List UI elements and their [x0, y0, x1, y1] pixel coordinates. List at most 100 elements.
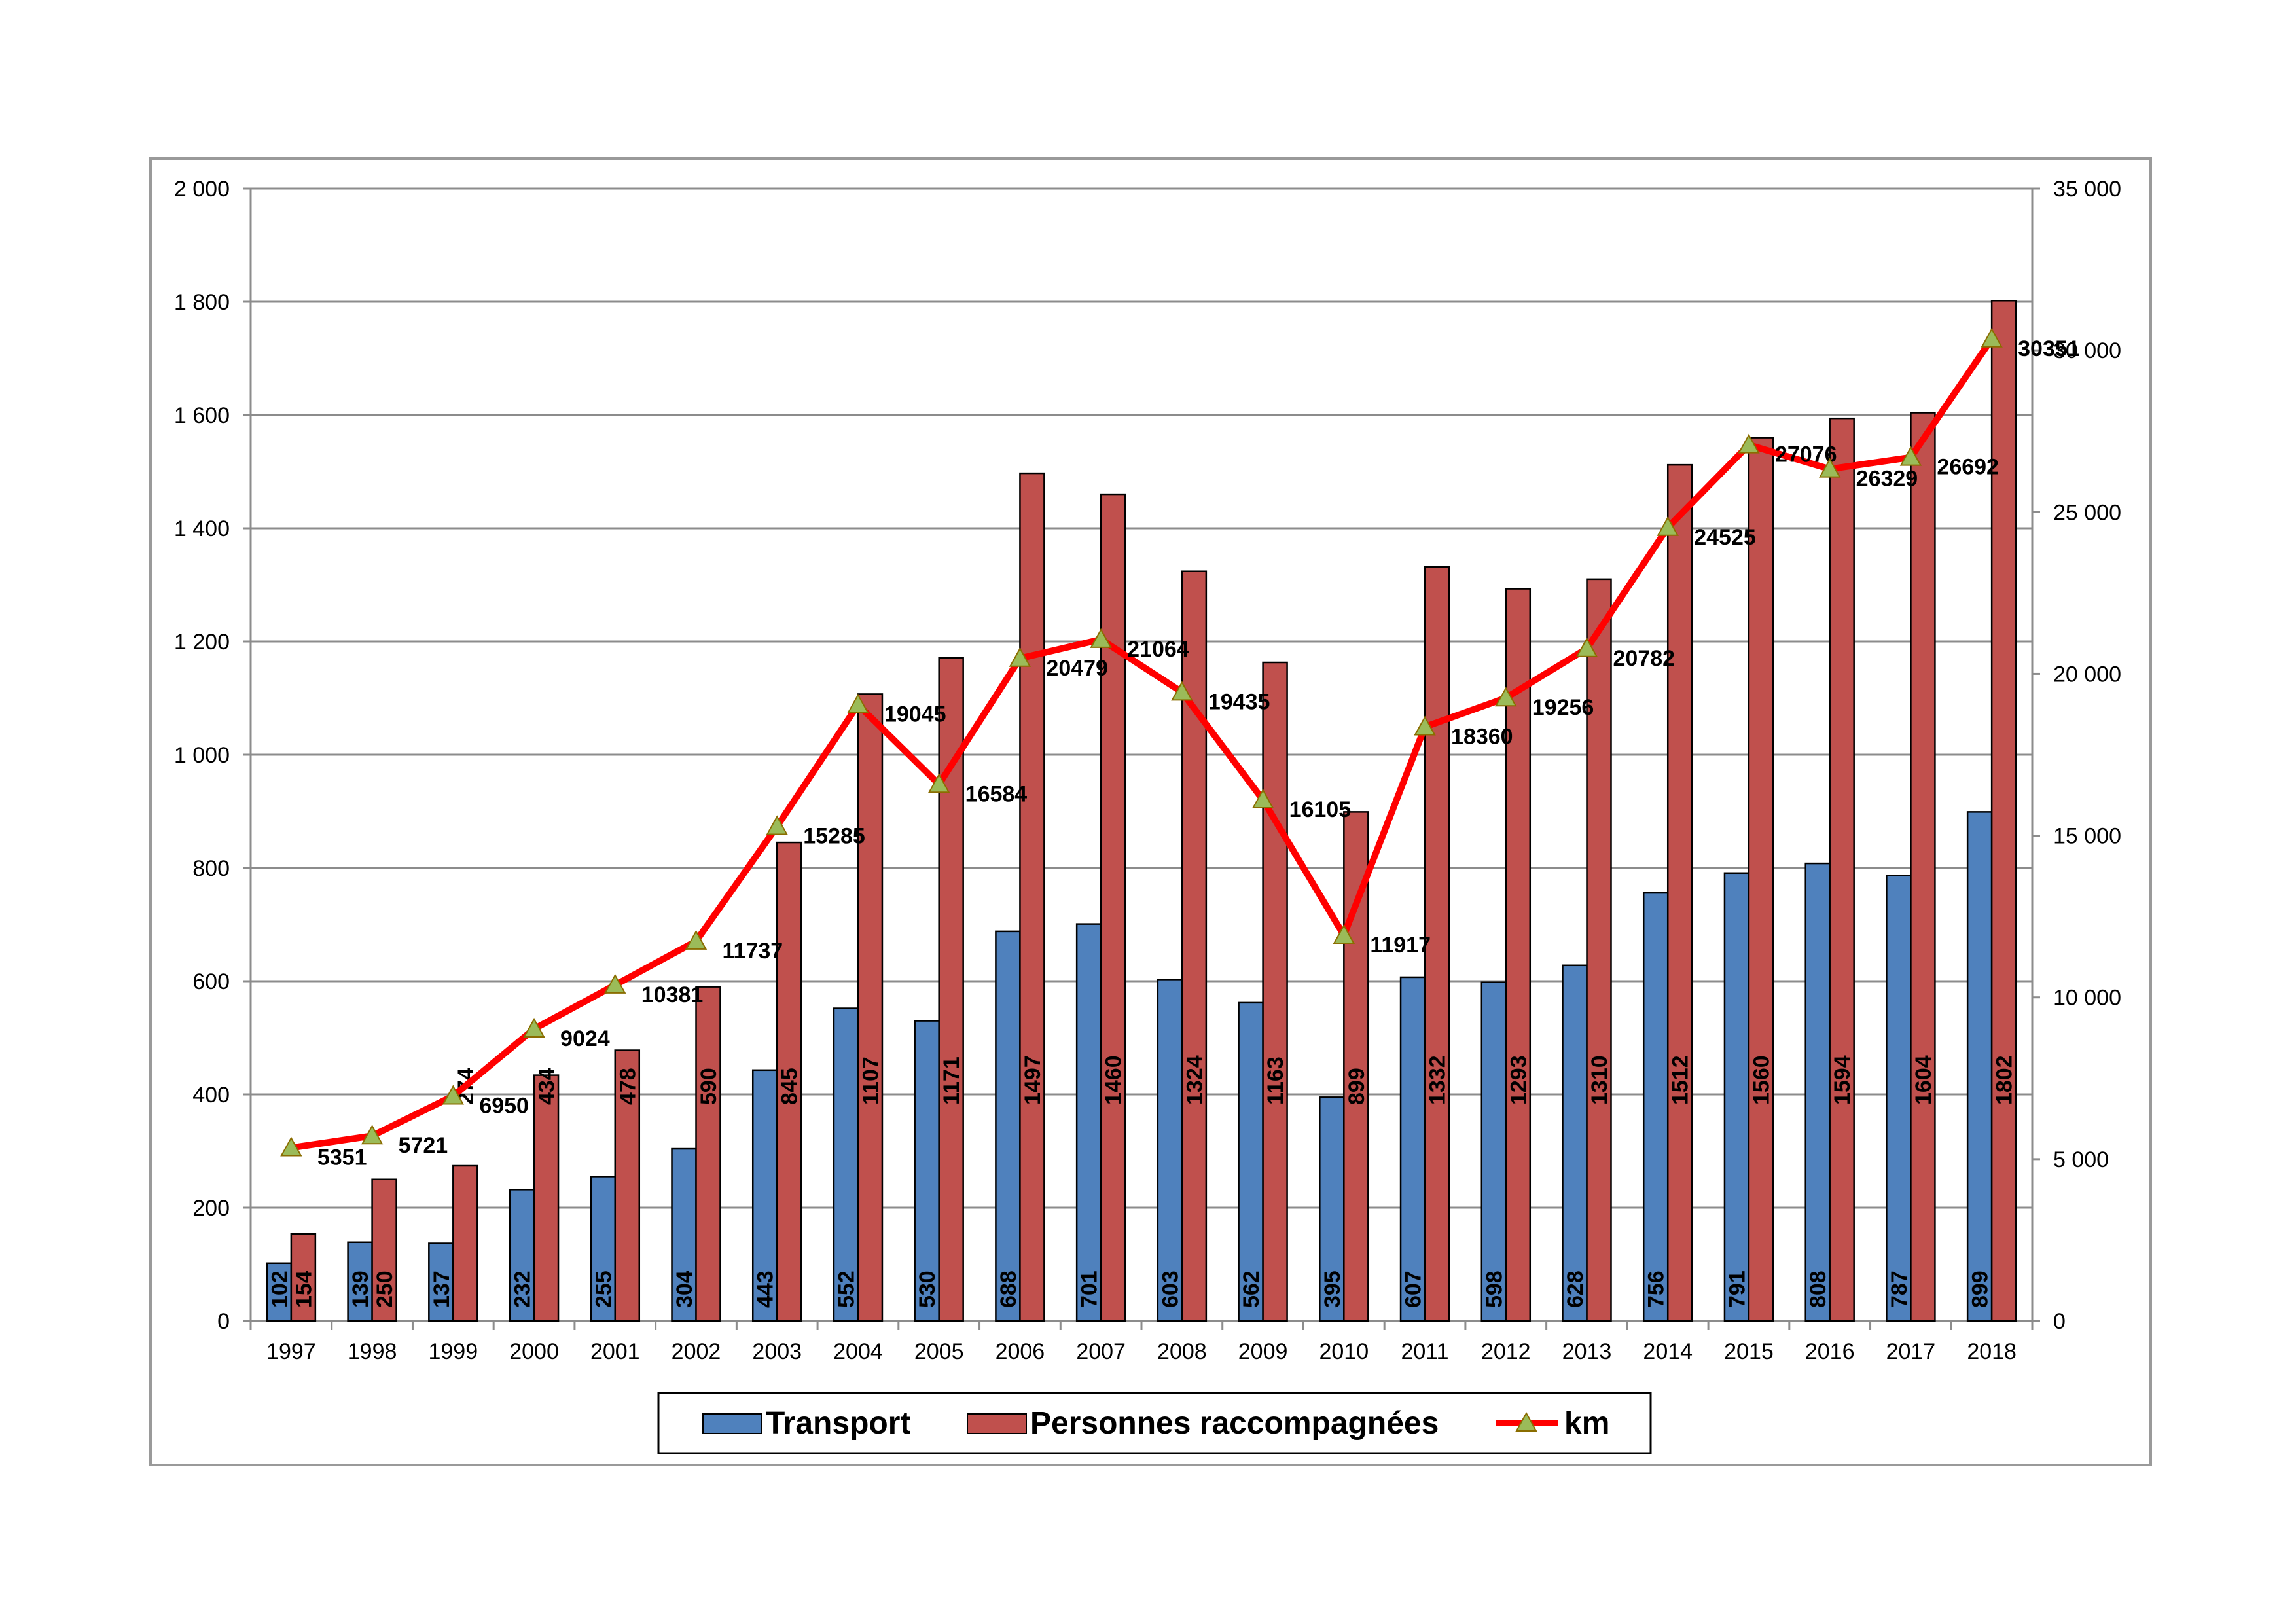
data-label-km: 16105	[1289, 797, 1352, 822]
bar-personnes	[695, 986, 721, 1322]
data-label-personnes: 1171	[939, 1056, 964, 1105]
bar-personnes	[1424, 566, 1450, 1322]
data-label-km: 26692	[1937, 455, 1999, 480]
data-label-km: 19256	[1532, 695, 1594, 720]
bar-personnes	[1019, 472, 1045, 1322]
data-label-km: 18360	[1451, 724, 1513, 749]
data-label-km: 26329	[1856, 467, 1918, 492]
data-label-transport: 598	[1482, 1271, 1507, 1308]
data-label-transport: 787	[1887, 1271, 1912, 1308]
km-marker	[685, 929, 708, 950]
data-label-transport: 701	[1077, 1271, 1102, 1308]
left-tick-label: 1 200	[174, 630, 230, 655]
left-tick-label: 1 800	[174, 290, 230, 315]
data-label-transport: 255	[591, 1271, 616, 1308]
left-tick-label: 200	[192, 1196, 230, 1221]
right-tick-label: 0	[2053, 1309, 2066, 1334]
km-line	[291, 336, 1995, 1151]
x-tick-label: 2001	[590, 1339, 640, 1364]
data-label-transport: 443	[753, 1271, 778, 1308]
data-label-personnes: 154	[291, 1271, 316, 1308]
data-label-transport: 530	[915, 1271, 940, 1308]
data-label-transport: 395	[1320, 1271, 1345, 1308]
km-marker	[766, 815, 788, 835]
km-marker	[1333, 924, 1355, 944]
bar-personnes	[1262, 661, 1288, 1322]
km-marker	[1981, 327, 2003, 348]
data-label-transport: 628	[1563, 1271, 1588, 1308]
data-label-personnes: 1293	[1506, 1055, 1531, 1105]
legend-label-transport: Transport	[766, 1406, 910, 1441]
km-marker	[1171, 681, 1193, 701]
right-tick-label: 25 000	[2053, 500, 2121, 525]
left-tick-label: 1 000	[174, 743, 230, 768]
data-label-personnes: 250	[372, 1271, 397, 1308]
left-tick-label: 1 600	[174, 403, 230, 428]
left-tick-label: 1 400	[174, 516, 230, 541]
km-marker	[1251, 788, 1274, 808]
bar-transport	[1399, 976, 1426, 1322]
data-label-km: 9024	[560, 1026, 610, 1051]
legend-swatch-transport	[702, 1413, 762, 1434]
km-marker	[1899, 446, 1922, 466]
bar-personnes	[1505, 588, 1532, 1322]
bar-transport	[1157, 979, 1183, 1322]
bar-personnes	[776, 841, 802, 1322]
legend: Transport Personnes raccompagnées km	[657, 1392, 1652, 1454]
data-label-km: 19435	[1208, 689, 1270, 714]
data-label-personnes: 1324	[1182, 1055, 1207, 1105]
km-marker	[442, 1085, 465, 1105]
bar-transport	[1642, 892, 1669, 1322]
legend-box	[657, 1392, 1652, 1454]
right-tick-label: 30 000	[2053, 338, 2121, 363]
bar-transport	[751, 1069, 778, 1322]
left-tick-label: 400	[192, 1083, 230, 1108]
bar-personnes	[533, 1074, 560, 1322]
x-tick-label: 2012	[1481, 1339, 1531, 1364]
data-label-personnes: 1560	[1749, 1055, 1774, 1105]
data-label-transport: 139	[348, 1271, 373, 1308]
x-tick-label: 2009	[1238, 1339, 1288, 1364]
left-tick-label: 600	[192, 969, 230, 994]
data-label-personnes: 1604	[1911, 1055, 1936, 1105]
x-tick-label: 2002	[672, 1339, 721, 1364]
data-label-personnes: 1107	[858, 1056, 883, 1105]
data-label-km: 5351	[317, 1146, 367, 1170]
km-marker	[604, 973, 626, 994]
bar-personnes	[1910, 412, 1936, 1322]
data-label-personnes: 899	[1344, 1068, 1369, 1105]
data-label-transport: 562	[1239, 1271, 1264, 1308]
bar-personnes	[452, 1164, 478, 1322]
x-tick-label: 2010	[1319, 1339, 1369, 1364]
bar-personnes	[1666, 463, 1693, 1322]
bar-personnes	[1990, 300, 2017, 1322]
bar-personnes	[1181, 570, 1208, 1322]
right-tick-label: 20 000	[2053, 662, 2121, 687]
bar-transport	[1804, 862, 1831, 1322]
bar-transport	[1562, 964, 1588, 1322]
data-label-personnes: 1512	[1668, 1055, 1693, 1105]
left-tick-label: 2 000	[174, 177, 230, 202]
data-label-transport: 552	[834, 1271, 859, 1308]
x-tick-label: 1999	[428, 1339, 478, 1364]
data-label-km: 15285	[803, 823, 865, 848]
data-label-personnes: 1310	[1587, 1055, 1612, 1105]
data-label-personnes: 590	[696, 1068, 721, 1105]
bar-transport	[1723, 872, 1750, 1322]
bar-personnes	[1586, 578, 1612, 1322]
x-tick-label: 2014	[1643, 1339, 1693, 1364]
data-label-transport: 791	[1725, 1271, 1749, 1308]
data-label-km: 30351	[2018, 336, 2080, 361]
bar-transport	[428, 1242, 454, 1322]
right-tick-label: 15 000	[2053, 824, 2121, 849]
data-label-transport: 607	[1401, 1271, 1426, 1308]
data-label-km: 20782	[1613, 646, 1676, 671]
data-label-transport: 137	[429, 1271, 454, 1308]
data-label-transport: 688	[996, 1271, 1021, 1308]
km-marker	[1009, 647, 1031, 667]
km-marker	[523, 1017, 545, 1038]
km-marker	[1657, 516, 1679, 536]
x-tick-label: 2015	[1724, 1339, 1774, 1364]
x-tick-label: 2004	[833, 1339, 883, 1364]
right-tick-label: 35 000	[2053, 177, 2121, 202]
